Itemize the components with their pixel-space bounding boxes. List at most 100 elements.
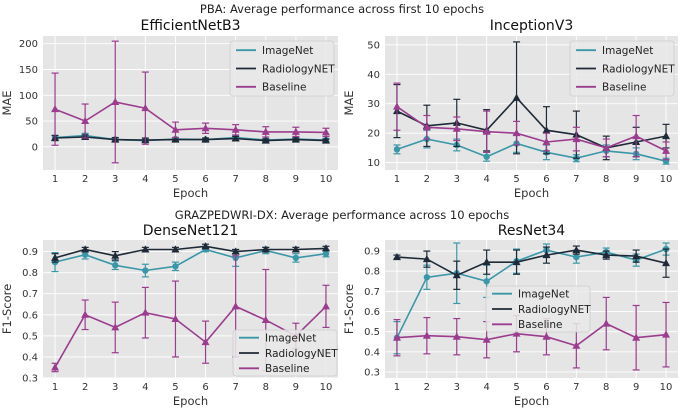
panel-title: DenseNet121 <box>143 223 238 239</box>
series-line <box>54 305 327 368</box>
panel-efficientnetb3: 0 50 100 150 200 1 2 3 4 5 6 7 8 9 10 EfficientNetB3 Epo… <box>0 18 338 200</box>
data-point <box>51 104 60 113</box>
data-point <box>572 245 581 254</box>
x-tick-label: 7 <box>232 382 238 393</box>
x-tick-label: 8 <box>263 382 269 393</box>
y-tick-label: 0.5 <box>22 331 38 342</box>
data-point <box>231 125 240 133</box>
data-point <box>512 93 521 101</box>
legend-label: ImageNet <box>518 288 569 300</box>
series-line <box>396 96 667 149</box>
x-tick-label: 2 <box>424 174 430 185</box>
series-baseline <box>51 40 330 164</box>
legend-label: RadiologyNET <box>262 63 335 75</box>
x-tick-label: 8 <box>263 174 269 185</box>
x-tick-label: 8 <box>603 382 609 393</box>
data-point <box>422 254 431 263</box>
data-point <box>261 315 270 324</box>
x-tick-label: 10 <box>320 382 333 393</box>
plot-area <box>392 242 671 371</box>
legend-frame <box>229 40 335 97</box>
data-point <box>572 134 581 143</box>
data-point <box>422 331 431 339</box>
data-point <box>572 341 581 349</box>
data-point <box>141 103 150 112</box>
x-axis-label: Epoch <box>514 394 549 408</box>
series-radiologynet <box>51 132 330 144</box>
y-tick-label: 0.6 <box>364 307 380 318</box>
x-tick-label: 9 <box>293 382 299 393</box>
y-tick-label: 0.9 <box>364 247 380 258</box>
data-point <box>632 131 641 140</box>
y-tick-label: 20 <box>367 129 380 140</box>
y-tick-label: 30 <box>367 99 380 110</box>
legend-frame <box>569 40 675 97</box>
data-point <box>512 128 521 137</box>
panel-title: InceptionV3 <box>490 18 574 34</box>
legend-label: Baseline <box>265 363 310 375</box>
data-point <box>142 267 149 274</box>
legend-label: RadiologyNET <box>602 63 675 75</box>
y-tick-label: 40 <box>367 70 380 81</box>
data-point <box>231 302 240 310</box>
x-tick-label: 7 <box>573 382 579 393</box>
x-tick-label: 4 <box>483 382 489 393</box>
data-point <box>321 136 330 144</box>
data-point <box>231 134 240 142</box>
y-tick-label: 0.5 <box>364 327 380 338</box>
x-tick-label: 1 <box>52 382 58 393</box>
legend-label: ImageNet <box>602 45 653 57</box>
x-tick-label: 9 <box>633 174 639 185</box>
series-baseline <box>392 296 671 371</box>
legend-frame <box>485 285 591 333</box>
data-point <box>111 97 120 105</box>
data-point <box>602 143 611 151</box>
series-line <box>396 106 667 152</box>
data-point <box>393 146 401 153</box>
data-point <box>51 253 60 261</box>
data-point <box>483 278 490 285</box>
x-axis-label: Epoch <box>173 186 208 200</box>
y-tick-label: 100 <box>19 91 38 102</box>
panel-resnet34: 0.3 0.4 0.5 0.6 0.7 0.8 0.9 1 2 3 4 5 6 7 8 9 10 ResNet34… <box>342 223 678 408</box>
y-tick-label: 0.3 <box>22 374 38 385</box>
x-tick-label: 3 <box>454 382 460 393</box>
legend-label: ImageNet <box>262 45 313 57</box>
x-tick-label: 8 <box>603 174 609 185</box>
series-line <box>396 322 667 347</box>
legend-label: ImageNet <box>265 332 316 344</box>
data-point <box>392 102 401 110</box>
data-point <box>172 263 179 270</box>
x-tick-label: 5 <box>513 382 519 393</box>
data-point <box>81 245 90 253</box>
data-point <box>201 124 210 132</box>
data-point <box>483 153 490 160</box>
data-point <box>632 251 641 260</box>
data-point <box>392 252 401 261</box>
x-tick-label: 10 <box>320 174 333 185</box>
series-line <box>396 249 667 277</box>
data-point <box>662 258 671 267</box>
data-point <box>542 137 551 146</box>
legend: ImageNet RadiologyNET Baseline <box>485 285 591 333</box>
data-point <box>422 123 431 131</box>
x-tick-label: 9 <box>633 382 639 393</box>
x-tick-label: 1 <box>394 174 400 185</box>
plot-area <box>51 242 330 373</box>
data-point <box>231 247 240 255</box>
data-point <box>171 314 180 323</box>
series-baseline <box>51 255 330 373</box>
x-tick-label: 3 <box>454 174 460 185</box>
y-tick-label: 150 <box>19 65 38 76</box>
data-point <box>201 337 210 346</box>
bottom-suptitle: GRAZPEDWRI-DX: Average performance acros… <box>175 208 509 222</box>
data-point <box>573 253 580 261</box>
x-tick-label: 2 <box>82 382 88 393</box>
data-point <box>81 310 90 318</box>
data-point <box>452 124 461 132</box>
y-tick-label: 10 <box>367 158 380 169</box>
x-tick-label: 5 <box>513 174 519 185</box>
x-tick-label: 3 <box>112 174 118 185</box>
data-point <box>141 245 150 253</box>
x-tick-label: 6 <box>543 174 549 185</box>
